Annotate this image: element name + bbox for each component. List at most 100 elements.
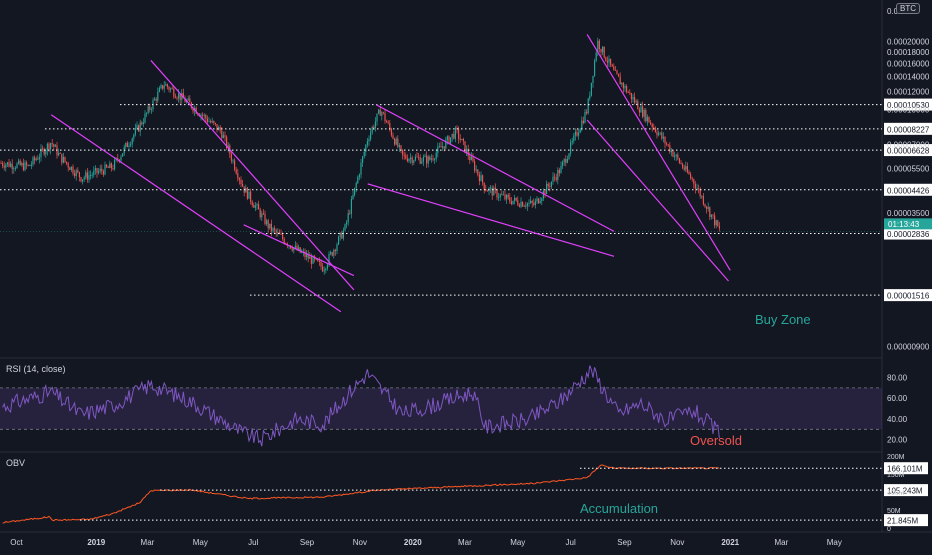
candle-body xyxy=(421,161,423,164)
candle-body xyxy=(501,194,503,196)
candle-body xyxy=(418,156,420,158)
candle-body xyxy=(590,82,592,96)
candle-body xyxy=(627,92,629,93)
candle-body xyxy=(181,93,183,100)
candle-body xyxy=(426,155,428,164)
candle-body xyxy=(366,141,368,145)
candle-body xyxy=(226,136,228,148)
candle-body xyxy=(512,200,514,205)
candle-body xyxy=(637,101,639,110)
candle-body xyxy=(227,145,229,148)
candle-body xyxy=(378,109,380,114)
candle-body xyxy=(274,228,276,231)
candle-body xyxy=(376,113,378,122)
candle-body xyxy=(693,179,695,184)
candle-body xyxy=(304,251,306,257)
candle-body xyxy=(656,131,658,136)
candle-body xyxy=(326,264,328,269)
candle-body xyxy=(146,112,148,114)
obv-axis-tick: 50M xyxy=(887,508,901,515)
candle-body xyxy=(600,48,602,53)
candle-body xyxy=(506,194,508,200)
candle-body xyxy=(237,173,239,179)
candle-body xyxy=(517,200,519,205)
candle-body xyxy=(168,86,170,90)
rsi-axis-tick: 20.00 xyxy=(887,436,908,445)
candle-body xyxy=(666,143,668,145)
candle-body xyxy=(173,88,175,97)
trendline xyxy=(586,34,731,271)
candle-body xyxy=(677,154,679,159)
candle-body xyxy=(299,247,301,253)
candle-body xyxy=(715,220,717,226)
currency-badge[interactable]: BTC xyxy=(896,3,920,14)
candle-body xyxy=(502,194,504,196)
price-axis-tick: 0.00003500 xyxy=(887,209,930,218)
candle-body xyxy=(653,127,655,128)
candle-body xyxy=(208,121,210,123)
candle-body xyxy=(702,196,704,205)
candle-body xyxy=(46,143,48,151)
time-axis-tick: 2021 xyxy=(721,538,739,547)
obv-axis-tick: 200M xyxy=(887,454,905,461)
candle-body xyxy=(269,223,271,229)
candle-body xyxy=(187,98,189,101)
price-axis-tick: 0.00007000 xyxy=(887,141,930,150)
time-axis-tick: May xyxy=(827,538,842,547)
candle-body xyxy=(486,190,488,192)
candle-body xyxy=(184,98,186,103)
candle-body xyxy=(386,121,388,123)
candle-body xyxy=(552,176,554,182)
candle-body xyxy=(14,168,16,169)
price-level-label-box xyxy=(884,289,932,302)
price-level-label: 0.00002836 xyxy=(887,230,930,239)
candle-body xyxy=(581,120,583,130)
candle-body xyxy=(410,157,412,159)
candle-body xyxy=(675,154,677,157)
candle-body xyxy=(576,131,578,136)
candle-body xyxy=(0,163,2,165)
time-axis-tick: May xyxy=(193,538,208,547)
candle-body xyxy=(37,158,39,160)
candle-body xyxy=(472,156,474,162)
candle-body xyxy=(626,86,628,93)
candle-body xyxy=(526,203,528,207)
candle-body xyxy=(394,138,396,145)
candles-layer xyxy=(0,37,720,275)
candle-body xyxy=(254,205,256,208)
candle-body xyxy=(3,165,5,168)
candle-body xyxy=(170,88,172,90)
candle-body xyxy=(586,111,588,114)
candle-body xyxy=(242,183,244,187)
candle-body xyxy=(354,187,356,196)
candle-body xyxy=(446,136,448,140)
candle-body xyxy=(310,256,312,264)
time-axis-tick: Sep xyxy=(617,538,632,547)
candle-body xyxy=(349,213,351,215)
candle-body xyxy=(683,167,685,170)
candle-body xyxy=(592,75,594,83)
candle-body xyxy=(613,66,615,71)
candle-body xyxy=(699,189,701,197)
candle-body xyxy=(475,169,477,171)
candle-body xyxy=(520,201,522,207)
candle-body xyxy=(498,197,500,198)
candle-body xyxy=(474,161,476,171)
candle-body xyxy=(141,122,143,125)
candle-body xyxy=(18,160,20,164)
candle-body xyxy=(642,106,644,117)
candle-body xyxy=(267,220,269,229)
candle-body xyxy=(333,249,335,256)
price-level-label-box xyxy=(884,144,932,157)
candle-body xyxy=(293,247,295,251)
candle-body xyxy=(432,158,434,160)
candle-body xyxy=(218,127,220,131)
candle-body xyxy=(88,175,90,180)
candle-body xyxy=(35,158,37,161)
candle-body xyxy=(344,224,346,231)
candle-body xyxy=(534,201,536,206)
candle-body xyxy=(109,163,111,169)
candle-body xyxy=(160,85,162,89)
candle-body xyxy=(493,187,495,196)
